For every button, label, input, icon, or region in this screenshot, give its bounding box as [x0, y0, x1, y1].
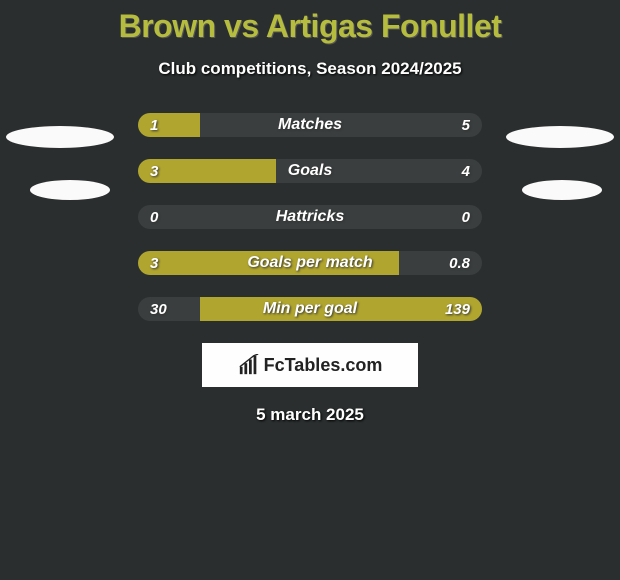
- comparison-bars: 1Matches5 3Goals4 0Hattricks0 3Goals per ma…: [138, 113, 482, 321]
- stat-label: Min per goal: [138, 297, 482, 321]
- stat-label: Goals per match: [138, 251, 482, 275]
- stat-label: Goals: [138, 159, 482, 183]
- stat-value-right: 4: [462, 159, 470, 183]
- bar-chart-icon: [238, 354, 260, 376]
- stat-value-right: 0.8: [449, 251, 470, 275]
- stat-row: 0Hattricks0: [138, 205, 482, 229]
- team-left-badge: [30, 180, 110, 200]
- player-right-avatar: [506, 126, 614, 148]
- stat-value-right: 139: [445, 297, 470, 321]
- stat-label: Hattricks: [138, 205, 482, 229]
- subtitle: Club competitions, Season 2024/2025: [0, 59, 620, 79]
- logo-text: FcTables.com: [264, 355, 383, 376]
- page-title: Brown vs Artigas Fonullet: [0, 0, 620, 45]
- stat-label: Matches: [138, 113, 482, 137]
- stat-value-right: 5: [462, 113, 470, 137]
- stat-row: 1Matches5: [138, 113, 482, 137]
- date-text: 5 march 2025: [0, 405, 620, 425]
- stat-row: 3Goals per match0.8: [138, 251, 482, 275]
- stat-value-right: 0: [462, 205, 470, 229]
- player-left-avatar: [6, 126, 114, 148]
- stat-row: 3Goals4: [138, 159, 482, 183]
- fctables-logo: FcTables.com: [202, 343, 418, 387]
- team-right-badge: [522, 180, 602, 200]
- stat-row: 30Min per goal139: [138, 297, 482, 321]
